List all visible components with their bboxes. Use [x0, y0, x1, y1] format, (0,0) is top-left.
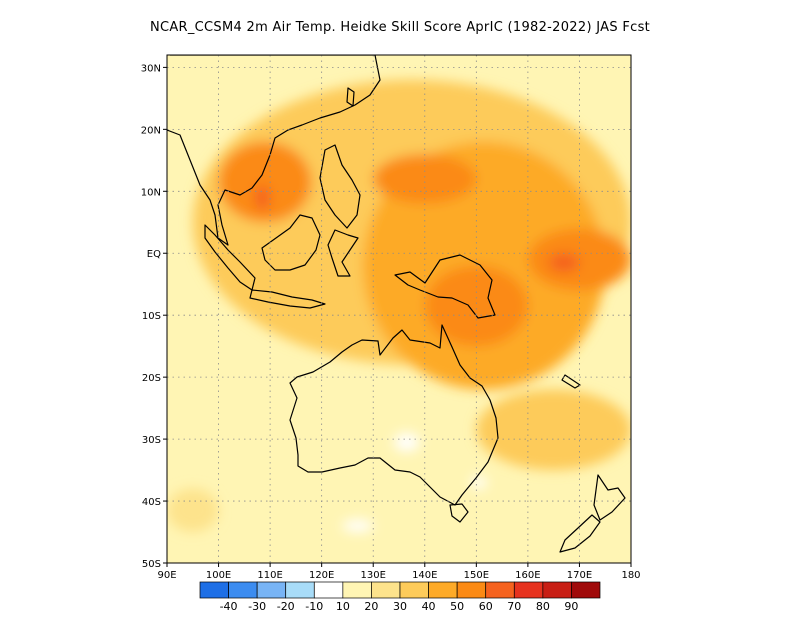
colorbar-swatch — [199, 581, 229, 599]
coastline-taiwan — [346, 87, 355, 107]
colorbar-swatch — [456, 581, 487, 599]
coastline-new-caledonia — [561, 374, 581, 389]
colorbar-label: -30 — [248, 600, 266, 613]
coastline-tasmania — [449, 503, 469, 523]
y-tick-label: 10N — [141, 187, 161, 198]
x-tick-label: 100E — [206, 570, 231, 581]
colorbar-swatch — [571, 581, 601, 599]
colorbar-label: -10 — [305, 600, 323, 613]
latitude-axis: 30N 20N 10N EQ 10S 20S 30S 40S 50S — [141, 63, 167, 570]
coastline-new-guinea — [394, 254, 496, 319]
colorbar-label: 70 — [507, 600, 521, 613]
colorbar-label: 20 — [364, 600, 378, 613]
coastline-sulawesi — [327, 229, 359, 277]
y-tick-label: 40S — [142, 497, 161, 508]
skill-region — [254, 185, 271, 210]
coastline-philippines — [319, 144, 361, 229]
x-tick-label: 180 — [621, 570, 640, 581]
skill-region — [342, 519, 374, 533]
colorbar-label: 50 — [450, 600, 464, 613]
skill-region — [362, 141, 606, 390]
colorbar-label: 60 — [479, 600, 493, 613]
colorbar-swatch — [371, 581, 401, 599]
coastline-southeast-asia — [167, 55, 381, 246]
colorbar-label: -40 — [220, 600, 238, 613]
y-tick-label: 20S — [142, 373, 161, 384]
coastline-java — [249, 289, 326, 309]
colorbar-swatch — [513, 581, 544, 599]
colorbar-swatch — [228, 581, 258, 599]
y-tick-label: 30N — [141, 63, 161, 74]
x-tick-label: 90E — [157, 570, 176, 581]
x-tick-label: 150E — [464, 570, 489, 581]
skill-region — [424, 265, 528, 347]
colorbar-swatch — [399, 581, 429, 599]
colorbar-label: 30 — [393, 600, 407, 613]
y-tick-label: 30S — [142, 435, 161, 446]
chart-title: NCAR_CCSM4 2m Air Temp. Heidke Skill Sco… — [149, 20, 651, 35]
coastline-australia — [289, 324, 499, 506]
colorbar-swatch — [485, 581, 515, 599]
colorbar-label: 90 — [564, 600, 578, 613]
coastline-new-zealand-south — [559, 514, 601, 553]
skill-region — [373, 154, 477, 204]
x-tick-label: 130E — [361, 570, 386, 581]
skill-score-field — [167, 55, 631, 563]
skill-region — [476, 389, 631, 471]
y-tick-label: 50S — [142, 559, 161, 570]
colorbar-swatch — [285, 581, 315, 599]
coastline-borneo — [261, 214, 321, 271]
gridlines — [167, 55, 631, 563]
coastlines — [167, 55, 626, 553]
skill-region — [471, 476, 487, 489]
skill-region — [393, 432, 420, 452]
y-tick-label: 10S — [142, 311, 161, 322]
colorbar-swatch — [428, 581, 458, 599]
colorbar-label: 80 — [536, 600, 550, 613]
colorbar-label: 40 — [422, 600, 436, 613]
skill-region — [548, 253, 580, 272]
colorbar-swatch — [256, 581, 287, 599]
skill-region — [167, 488, 219, 533]
colorbar-label: 10 — [336, 600, 350, 613]
colorbar-swatch — [542, 581, 572, 599]
x-tick-label: 120E — [309, 570, 334, 581]
colorbar-swatch — [342, 581, 372, 599]
x-tick-label: 140E — [412, 570, 437, 581]
colorbar: -40 -30 -20 -10 10 20 30 40 50 60 70 80 90 — [199, 581, 601, 613]
y-tick-label: EQ — [147, 249, 161, 260]
plot-frame — [166, 54, 632, 564]
colorbar-swatch — [313, 581, 344, 599]
y-tick-label: 20N — [141, 125, 161, 136]
coastline-new-zealand-north — [593, 474, 626, 521]
colorbar-label: -20 — [277, 600, 295, 613]
skill-region — [218, 141, 312, 223]
x-tick-label: 160E — [515, 570, 540, 581]
x-tick-label: 110E — [257, 570, 282, 581]
x-tick-label: 170E — [567, 570, 592, 581]
longitude-axis: 90E 100E 110E 120E 130E 140E 150E 160E 170E 180 — [157, 563, 641, 581]
